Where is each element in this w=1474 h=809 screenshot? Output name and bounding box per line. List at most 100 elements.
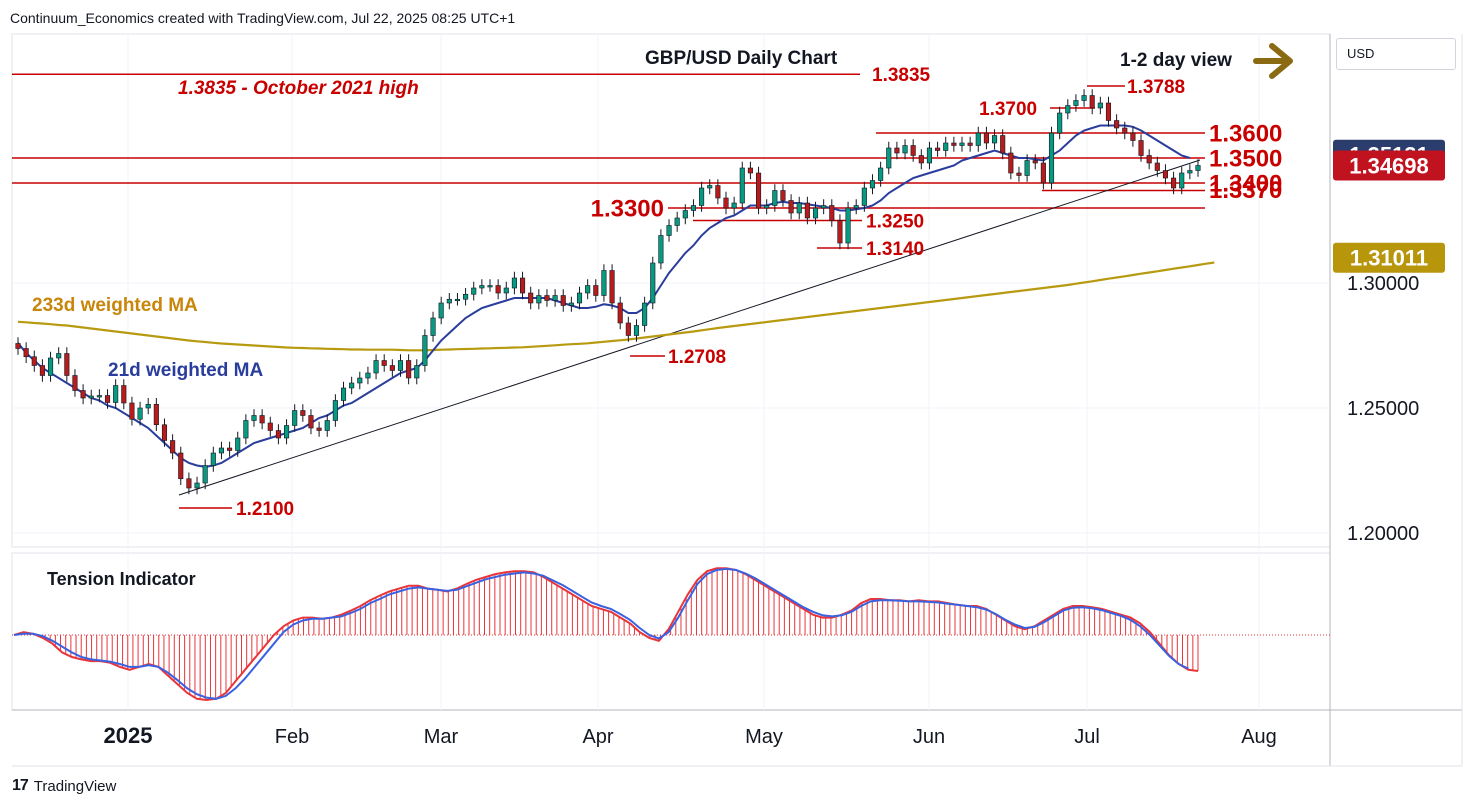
candle-body: [1105, 102, 1112, 121]
candle-body: [633, 325, 640, 336]
candle-body: [853, 205, 859, 209]
y-tick-label: 1.30000: [1347, 273, 1419, 295]
candle-body: [161, 424, 168, 441]
price-panel: [11, 33, 1331, 548]
candle-body: [479, 285, 485, 289]
tradingview-logo-icon: 17: [12, 777, 29, 794]
candle-body: [1089, 95, 1095, 109]
candle-body: [1008, 152, 1014, 174]
level-label: 1.3300: [591, 196, 664, 223]
candle-body: [650, 262, 656, 304]
candle-body: [585, 285, 591, 294]
candle-body: [788, 200, 794, 214]
candle-body: [129, 402, 135, 420]
candle-body: [39, 365, 45, 376]
candle-body: [967, 142, 973, 146]
candle-body: [772, 190, 778, 206]
level-label: 1.3600: [1209, 121, 1282, 148]
level-label: 1.3700: [979, 99, 1037, 120]
candle-body: [829, 205, 835, 221]
x-tick-label: Mar: [424, 726, 459, 748]
candle-body: [756, 172, 762, 209]
currency-selector[interactable]: USD: [1336, 38, 1456, 70]
x-tick-label: Aug: [1241, 726, 1277, 748]
axis-ticks: 1.30000 1.25000 1.20000 2025 Feb Mar Apr May Jun…: [104, 273, 1420, 748]
candle-body: [454, 298, 460, 302]
candle-body: [983, 132, 989, 144]
candle-body: [707, 185, 713, 189]
candle-body: [243, 420, 249, 439]
candle-body: [137, 407, 143, 420]
candle-body: [918, 155, 924, 164]
candle-body: [227, 447, 233, 451]
candle-body: [1187, 170, 1193, 174]
candle-body: [552, 295, 558, 301]
candle-body: [406, 360, 412, 379]
x-tick-label: Jul: [1074, 726, 1100, 748]
candle-body: [104, 395, 111, 403]
candle-body: [373, 360, 379, 374]
candle-body: [764, 205, 770, 209]
candle-body: [31, 356, 37, 366]
candle-body: [739, 167, 745, 204]
ma21-label: 21d weighted MA: [108, 360, 263, 381]
view-label: 1-2 day view: [1120, 50, 1232, 71]
candle-body: [145, 403, 151, 409]
candle-body: [72, 375, 78, 391]
candle-body: [796, 202, 802, 214]
candle-body: [576, 292, 583, 304]
ma233-line: [17, 261, 1215, 352]
uptrend-line: [178, 159, 1201, 496]
candle-body: [910, 145, 916, 156]
x-tick-label: May: [745, 726, 783, 748]
level-label: 1.3788: [1127, 77, 1185, 98]
candle-body: [878, 167, 884, 181]
candle-body: [15, 343, 21, 349]
candle-body: [349, 382, 355, 389]
y-tick-label: 1.25000: [1347, 398, 1419, 420]
candle-body: [1081, 95, 1087, 101]
candle-body: [267, 422, 273, 431]
candle-body: [1024, 160, 1030, 176]
candle-body: [178, 452, 184, 480]
candle-body: [861, 187, 867, 206]
candle-body: [471, 287, 477, 295]
candle-body: [902, 145, 908, 154]
y-tick-label: 1.20000: [1347, 523, 1419, 545]
candle-body: [446, 298, 452, 304]
candle-body: [64, 353, 70, 376]
candle-body: [210, 452, 216, 466]
arrow-right-icon: [1253, 43, 1293, 79]
footer: 17 TradingView: [12, 777, 116, 795]
level-label: 1.2708: [668, 347, 726, 368]
candle-body: [186, 478, 192, 489]
october-high-annotation: 1.3835 - October 2021 high: [178, 78, 419, 99]
level-label: 1.3400: [1209, 171, 1282, 198]
price-badge: [1333, 242, 1445, 273]
candle-body: [284, 425, 290, 439]
ma233-label: 233d weighted MA: [32, 295, 198, 316]
candle-body: [316, 427, 322, 431]
candle-body: [340, 387, 347, 401]
candle-body: [1154, 162, 1160, 171]
candle-body: [332, 400, 338, 421]
candle-body: [544, 295, 550, 301]
footer-brand[interactable]: TradingView: [33, 777, 117, 795]
price-badge-label: 1.34698: [1349, 154, 1429, 179]
candle-body: [935, 147, 941, 151]
candle-body: [389, 365, 395, 371]
candlesticks: [15, 89, 1201, 495]
candle-body: [121, 385, 127, 404]
price-badge-label: 1.31011: [1350, 246, 1428, 271]
candle-body: [56, 353, 62, 359]
candle-body: [951, 142, 957, 146]
candle-body: [642, 302, 648, 326]
level-label: 1.3370: [1209, 177, 1282, 204]
candle-body: [1114, 120, 1120, 129]
candle-body: [804, 202, 810, 219]
candle-body: [536, 295, 542, 304]
candle-body: [593, 285, 599, 296]
x-tick-label: 2025: [104, 723, 153, 748]
candle-body: [495, 285, 501, 294]
